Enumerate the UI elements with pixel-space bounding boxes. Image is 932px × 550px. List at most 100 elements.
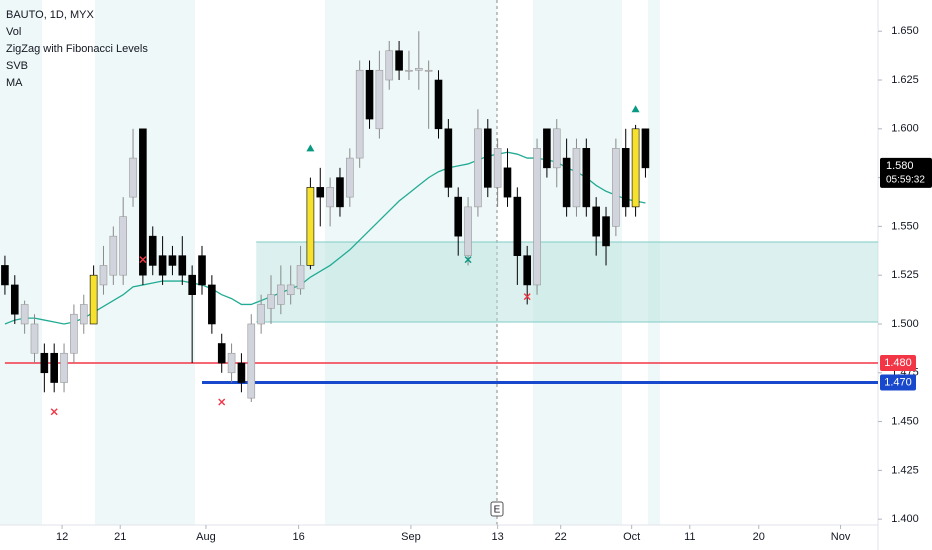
candle-body <box>602 216 610 247</box>
candle-body <box>533 148 541 286</box>
candle-body <box>257 304 265 325</box>
candle-body <box>454 196 463 237</box>
level-tag <box>880 374 916 391</box>
candle-body <box>483 128 492 188</box>
candle-body <box>365 69 374 120</box>
candle-body <box>385 50 394 81</box>
y-tick-label: 1.600 <box>891 123 919 135</box>
x-tick-label: 21 <box>114 531 126 543</box>
candle-body <box>631 128 640 208</box>
triangle-marker <box>306 144 315 152</box>
candle-body <box>30 323 39 354</box>
candle-body <box>336 177 344 208</box>
candle-body <box>552 128 561 169</box>
x-tick-label: Nov <box>831 531 851 543</box>
candle-body <box>326 187 334 208</box>
candle-body <box>306 187 315 266</box>
candle-body <box>523 255 531 286</box>
indicator: Vol <box>6 26 21 38</box>
candle-body <box>513 196 522 256</box>
candle-body <box>543 128 551 169</box>
indicator: ZigZag with Fibonacci Levels <box>6 43 148 55</box>
y-tick-label: 1.500 <box>891 318 919 330</box>
last-price-label: 1.580 <box>886 160 914 172</box>
legend: BAUTO, 1D, MYX Vol ZigZag with Fibonacci… <box>6 9 148 89</box>
candle-body <box>178 255 187 276</box>
candle-body <box>60 352 68 383</box>
candle-body <box>168 255 177 266</box>
candle-body <box>188 274 196 296</box>
y-tick-label: 1.625 <box>891 74 919 86</box>
level-tag <box>880 355 916 372</box>
candle-body <box>641 128 650 169</box>
candle-body <box>474 128 482 208</box>
y-tick-label: 1.450 <box>891 415 919 427</box>
x-marker <box>50 408 58 416</box>
session-band <box>533 0 622 525</box>
candle-body <box>286 284 295 296</box>
y-tick-label: 1.425 <box>891 464 919 476</box>
session-band <box>0 0 42 525</box>
candle-body <box>50 352 58 383</box>
candle-body <box>139 128 147 276</box>
candle-body <box>444 128 453 188</box>
x-tick-label: 12 <box>56 531 68 543</box>
level-label: 1.480 <box>884 357 912 369</box>
earnings-box <box>490 501 504 517</box>
candle-body <box>572 148 581 208</box>
candle-body <box>277 284 285 305</box>
candle-body <box>503 167 512 198</box>
candle-body <box>158 255 167 276</box>
x-tick-label: Aug <box>196 531 216 543</box>
x-marker <box>523 293 531 301</box>
countdown: 05:59:32 <box>886 174 925 185</box>
candle-body <box>208 284 216 325</box>
zone <box>256 242 878 323</box>
last-price-tag <box>880 157 932 188</box>
plot <box>1 31 878 416</box>
candle-body <box>237 362 246 383</box>
candle-body <box>119 216 127 276</box>
candle-body <box>395 50 403 71</box>
candle-body <box>109 235 118 276</box>
candle-body <box>405 69 413 72</box>
y-tick-label: 1.400 <box>891 513 919 525</box>
triangle-marker <box>631 105 640 113</box>
candle-body <box>40 352 49 374</box>
candle-body <box>424 69 433 72</box>
x-marker <box>139 256 147 264</box>
indicator: SVB <box>6 60 28 72</box>
candle-body <box>1 265 9 286</box>
candle-body <box>79 304 88 325</box>
candle-body <box>592 206 600 237</box>
y-tick-label: 1.650 <box>891 25 919 37</box>
candle-body <box>20 304 29 325</box>
candle-body <box>355 69 364 159</box>
y-tick-label: 1.550 <box>891 220 919 232</box>
candle-body <box>414 68 423 71</box>
candle-body <box>10 284 19 315</box>
x-tick-label: 22 <box>555 531 567 543</box>
candle-body <box>217 343 226 364</box>
candle-body <box>89 274 98 325</box>
x-tick-label: 20 <box>753 531 765 543</box>
candle-body <box>375 69 384 130</box>
level-label: 1.470 <box>884 376 912 388</box>
candle-body <box>99 265 108 286</box>
candle-body <box>198 255 206 286</box>
candle-body <box>434 79 443 130</box>
candle-body <box>464 206 472 256</box>
earnings-label: E <box>494 505 501 516</box>
candle-body <box>612 148 620 227</box>
x-tick-label: 13 <box>492 531 504 543</box>
session-band <box>648 0 660 525</box>
candle-body <box>247 323 256 399</box>
candle-body <box>148 235 157 266</box>
candle-body <box>227 352 236 374</box>
x-tick-label: 11 <box>684 531 695 543</box>
x-marker <box>218 398 226 406</box>
candle-body <box>582 148 591 208</box>
candle-body <box>346 157 354 198</box>
candle-body <box>296 265 305 290</box>
candle-body <box>129 157 137 198</box>
